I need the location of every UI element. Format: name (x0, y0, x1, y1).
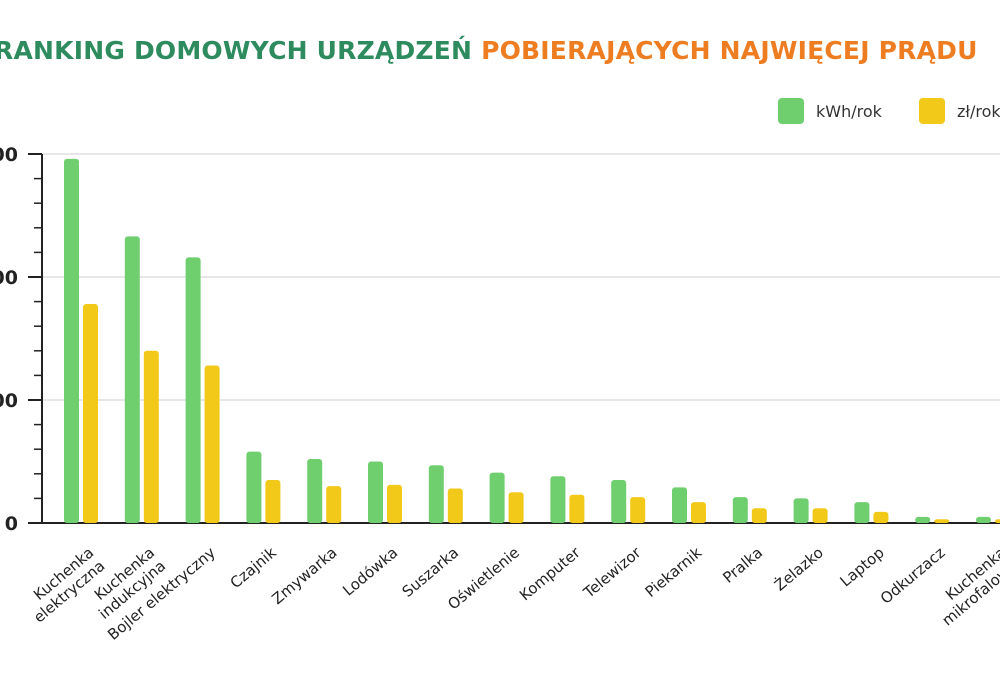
bar-kwh (793, 498, 809, 523)
x-tick-label: Pralka (719, 543, 766, 586)
x-tick-label-line: Żelazko (770, 543, 827, 595)
x-tick-label-line: Zmywarka (268, 543, 340, 608)
bar-zl (812, 508, 828, 523)
x-tick-label-line: Odkurzacz (877, 543, 949, 607)
bar-zl (387, 484, 402, 523)
legend-item-kwh: kWh/rok (778, 98, 882, 124)
x-tick-label: Piekarnik (642, 543, 706, 601)
legend-label-kwh: kWh/rok (816, 101, 882, 121)
bar-kwh (489, 472, 505, 523)
bar-zl (630, 497, 646, 523)
bar-kwh (64, 158, 79, 524)
x-tick-label: Kuchenkaelektryczna (19, 543, 108, 626)
bar-kwh (185, 257, 201, 523)
x-tick-label: Laptop (837, 543, 888, 590)
bar-zl (995, 519, 1000, 523)
bar-zl (691, 502, 706, 523)
bar-zl (508, 492, 524, 523)
bar-kwh (124, 236, 140, 523)
bar-zl (83, 304, 98, 523)
x-tick-label: Telewizor (579, 543, 645, 602)
bar-kwh (915, 516, 931, 523)
bar-kwh (854, 502, 870, 523)
bar-kwh (976, 516, 991, 523)
bar-zl (265, 479, 281, 523)
bar-kwh (246, 451, 262, 523)
bar-zl (447, 488, 463, 523)
bar-zl (569, 494, 585, 523)
x-tick-label-line: Czajnik (227, 543, 280, 592)
bar-zl (326, 486, 342, 523)
bar-zl (751, 508, 767, 523)
x-tick-label: Żelazko (770, 543, 827, 595)
y-tick-label: 00 (0, 390, 18, 412)
x-tick-label: Czajnik (227, 543, 280, 592)
x-tick-label-line: Telewizor (579, 543, 645, 602)
bar-kwh (368, 461, 383, 523)
legend-swatch-zl (919, 98, 945, 124)
bar-zl (934, 519, 950, 523)
bar-kwh (611, 479, 627, 523)
y-tick-label: 0 (5, 513, 18, 535)
x-tick-label: Zmywarka (268, 543, 340, 608)
bar-zl (204, 365, 220, 523)
legend-item-zl: zł/rok (919, 98, 1000, 124)
bar-kwh (732, 497, 748, 523)
x-tick-label-line: Laptop (837, 543, 888, 590)
bar-kwh (550, 476, 566, 523)
bar-zl (143, 350, 159, 523)
x-tick-label: Komputer (516, 543, 584, 604)
x-tick-label-line: Lodówka (339, 543, 401, 599)
y-tick-label: 00 (0, 144, 18, 166)
x-tick-label-line: Piekarnik (642, 543, 706, 601)
x-tick-label-line: Pralka (719, 543, 766, 586)
bar-zl (873, 511, 889, 523)
title-part-2: POBIERAJĄCYCH NAJWIĘCEJ PRĄDU (481, 36, 978, 65)
bar-kwh (428, 465, 444, 523)
title-part-1: RANKING DOMOWYCH URZĄDZEŃ (0, 36, 473, 65)
y-tick-label: 00 (0, 267, 18, 289)
legend-swatch-kwh (778, 98, 804, 124)
bar-kwh (672, 487, 687, 523)
x-tick-label: Odkurzacz (877, 543, 949, 607)
chart-title: RANKING DOMOWYCH URZĄDZEŃ POBIERAJĄCYCH … (0, 36, 978, 65)
legend-label-zl: zł/rok (957, 101, 1000, 121)
x-tick-label: Lodówka (339, 543, 401, 599)
x-tick-label-line: Komputer (516, 543, 584, 604)
bar-kwh (307, 459, 323, 523)
